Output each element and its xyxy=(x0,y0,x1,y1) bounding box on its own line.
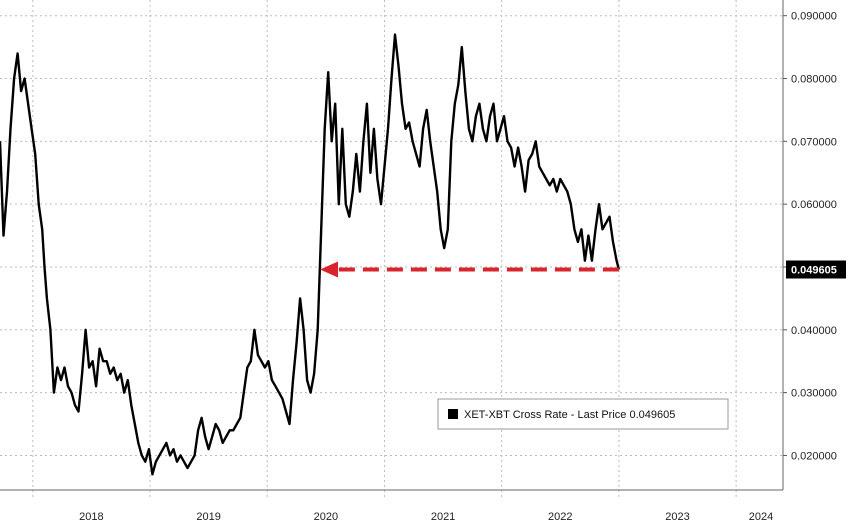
legend-box xyxy=(437,398,729,430)
x-tick-label: 2022 xyxy=(548,511,572,523)
x-tick-label: 2019 xyxy=(196,511,220,523)
x-tick-label: 2020 xyxy=(314,511,338,523)
y-tick-label: 0.060000 xyxy=(791,199,837,211)
legend-text: XET-XBT Cross Rate - Last Price 0.049605 xyxy=(464,409,675,421)
last-value-badge: 0.049605 xyxy=(786,260,846,279)
x-tick-label: 2018 xyxy=(79,511,103,523)
dashed-arrow-annotation xyxy=(319,261,619,278)
y-tick-label: 0.070000 xyxy=(791,136,837,148)
last-value-label: 0.049605 xyxy=(791,265,837,277)
x-tick-label: 2021 xyxy=(431,511,455,523)
y-tick-label: 0.030000 xyxy=(791,388,837,400)
series-line-xet-xbt xyxy=(0,33,621,476)
legend-swatch xyxy=(448,409,458,419)
y-axis: 0.0200000.0300000.0400000.0500000.060000… xyxy=(782,0,837,490)
y-tick-label: 0.020000 xyxy=(791,450,837,462)
arrow-head xyxy=(319,261,338,278)
y-tick-label: 0.080000 xyxy=(791,74,837,86)
x-tick-label: 2024 xyxy=(749,511,773,523)
legend: XET-XBT Cross Rate - Last Price 0.049605 xyxy=(437,398,729,430)
x-axis: 2018 2019 2020 2021 2022 2023 2024 xyxy=(0,489,783,523)
x-tick-label: 2023 xyxy=(665,511,689,523)
y-tick-label: 0.090000 xyxy=(791,11,837,23)
y-tick-label: 0.040000 xyxy=(791,325,837,337)
last-value-box xyxy=(786,260,846,279)
